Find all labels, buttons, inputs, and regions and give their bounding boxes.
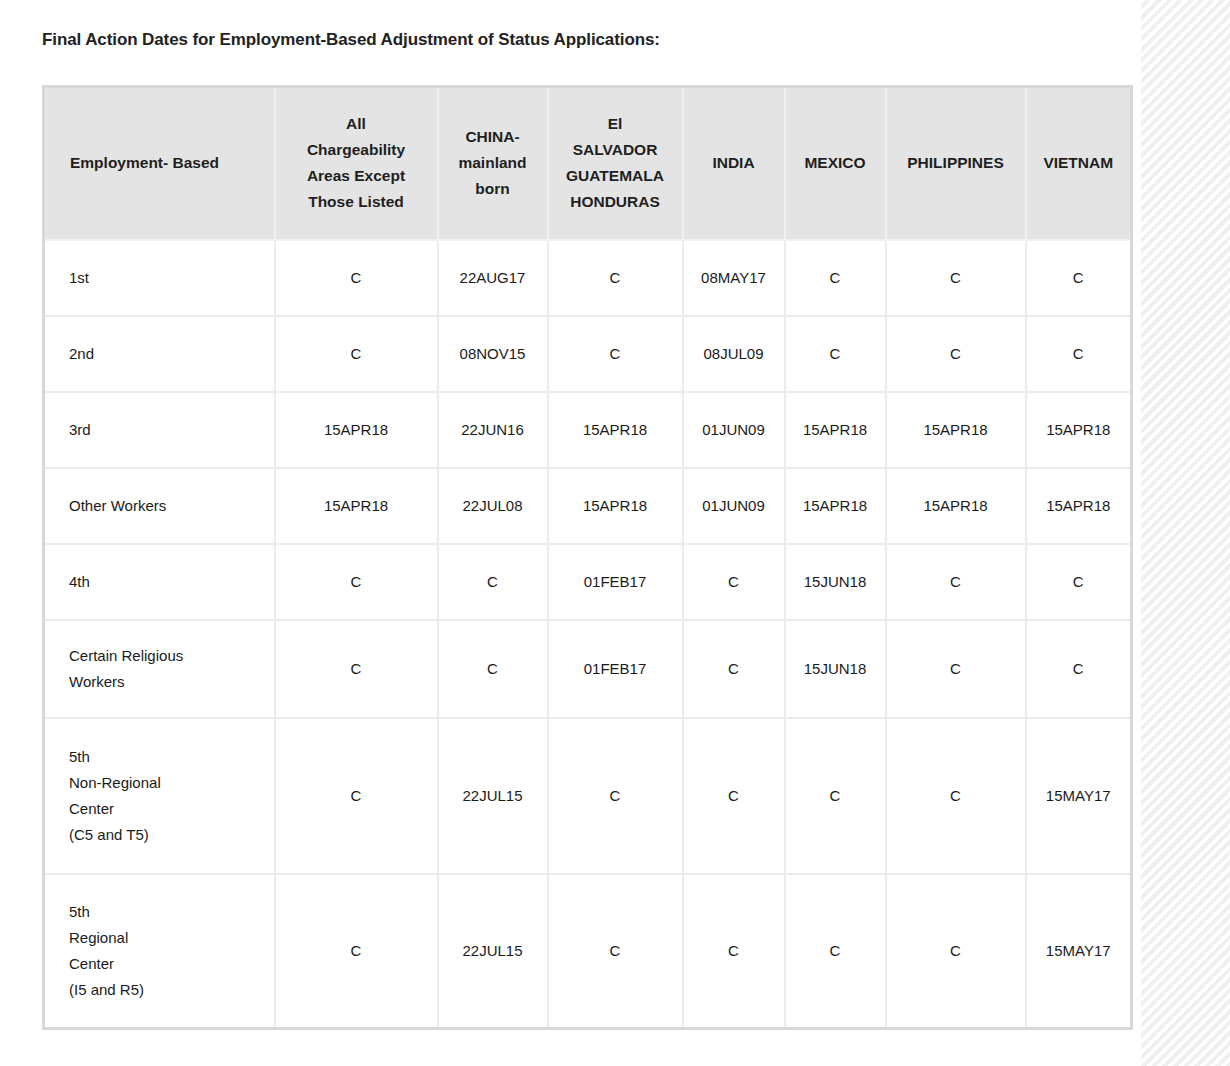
data-cell: C	[1026, 240, 1132, 316]
data-cell: C	[886, 718, 1026, 874]
data-cell: C	[275, 544, 438, 620]
data-cell: C	[548, 240, 683, 316]
data-cell: 15APR18	[785, 468, 886, 544]
data-cell: 08NOV15	[438, 316, 548, 392]
data-cell: C	[886, 316, 1026, 392]
data-cell: C	[683, 874, 785, 1029]
data-cell: 15APR18	[275, 392, 438, 468]
table-header-row: Employment- Based All Chargeability Area…	[44, 87, 1132, 240]
table-row-other-workers: Other Workers 15APR18 22JUL08 15APR18 01…	[44, 468, 1132, 544]
header-cell-china: CHINA- mainland born	[438, 87, 548, 240]
table-row-5th-regional-center: 5th Regional Center (I5 and R5) C 22JUL1…	[44, 874, 1132, 1029]
data-cell: 15APR18	[886, 468, 1026, 544]
data-cell: 15JUN18	[785, 620, 886, 718]
table-row-1st: 1st C 22AUG17 C 08MAY17 C C C	[44, 240, 1132, 316]
data-cell: C	[275, 718, 438, 874]
data-cell: C	[548, 874, 683, 1029]
category-cell: Other Workers	[44, 468, 275, 544]
data-cell: 01FEB17	[548, 544, 683, 620]
data-cell: C	[886, 544, 1026, 620]
data-cell: C	[785, 874, 886, 1029]
category-cell: 4th	[44, 544, 275, 620]
category-cell: 5th Non-Regional Center (C5 and T5)	[44, 718, 275, 874]
data-cell: C	[1026, 620, 1132, 718]
data-cell: 15APR18	[548, 392, 683, 468]
data-cell: 22JUL08	[438, 468, 548, 544]
data-cell: 15MAY17	[1026, 718, 1132, 874]
data-cell: C	[785, 316, 886, 392]
data-cell: C	[438, 620, 548, 718]
header-cell-india: INDIA	[683, 87, 785, 240]
data-cell: 15APR18	[886, 392, 1026, 468]
data-cell: 15APR18	[785, 392, 886, 468]
header-cell-el-salvador-guatemala-honduras: El SALVADOR GUATEMALA HONDURAS	[548, 87, 683, 240]
category-cell: Certain Religious Workers	[44, 620, 275, 718]
data-cell: 15APR18	[548, 468, 683, 544]
data-cell: 01JUN09	[683, 392, 785, 468]
data-cell: 22JUN16	[438, 392, 548, 468]
data-cell: 15JUN18	[785, 544, 886, 620]
table-row-4th: 4th C C 01FEB17 C 15JUN18 C C	[44, 544, 1132, 620]
data-cell: C	[683, 620, 785, 718]
page-content: Final Action Dates for Employment-Based …	[42, 0, 1130, 1030]
data-cell: 08JUL09	[683, 316, 785, 392]
header-cell-vietnam: VIETNAM	[1026, 87, 1132, 240]
data-cell: C	[785, 718, 886, 874]
data-cell: C	[548, 718, 683, 874]
data-cell: C	[886, 620, 1026, 718]
table-row-certain-religious-workers: Certain Religious Workers C C 01FEB17 C …	[44, 620, 1132, 718]
data-cell: C	[886, 240, 1026, 316]
table-row-3rd: 3rd 15APR18 22JUN16 15APR18 01JUN09 15AP…	[44, 392, 1132, 468]
table-row-2nd: 2nd C 08NOV15 C 08JUL09 C C C	[44, 316, 1132, 392]
data-cell: 15APR18	[1026, 392, 1132, 468]
data-cell: C	[275, 874, 438, 1029]
data-cell: C	[1026, 316, 1132, 392]
header-cell-philippines: PHILIPPINES	[886, 87, 1026, 240]
data-cell: C	[275, 240, 438, 316]
data-cell: C	[683, 544, 785, 620]
data-cell: 08MAY17	[683, 240, 785, 316]
data-cell: C	[438, 544, 548, 620]
data-cell: 22JUL15	[438, 718, 548, 874]
data-cell: C	[1026, 544, 1132, 620]
data-cell: 15MAY17	[1026, 874, 1132, 1029]
header-cell-all-chargeability: All Chargeability Areas Except Those Lis…	[275, 87, 438, 240]
diagonal-stripes-background	[1141, 0, 1230, 1066]
final-action-dates-table: Employment- Based All Chargeability Area…	[42, 85, 1133, 1030]
data-cell: 22JUL15	[438, 874, 548, 1029]
category-cell: 5th Regional Center (I5 and R5)	[44, 874, 275, 1029]
data-cell: 15APR18	[275, 468, 438, 544]
data-cell: C	[275, 620, 438, 718]
data-cell: C	[683, 718, 785, 874]
data-cell: 15APR18	[1026, 468, 1132, 544]
category-cell: 2nd	[44, 316, 275, 392]
page-title: Final Action Dates for Employment-Based …	[42, 30, 1130, 50]
data-cell: 01JUN09	[683, 468, 785, 544]
data-cell: C	[785, 240, 886, 316]
data-cell: C	[548, 316, 683, 392]
data-cell: 22AUG17	[438, 240, 548, 316]
data-cell: C	[886, 874, 1026, 1029]
table-row-5th-non-regional-center: 5th Non-Regional Center (C5 and T5) C 22…	[44, 718, 1132, 874]
header-cell-employment-based: Employment- Based	[44, 87, 275, 240]
data-cell: C	[275, 316, 438, 392]
header-cell-mexico: MEXICO	[785, 87, 886, 240]
category-cell: 3rd	[44, 392, 275, 468]
category-cell: 1st	[44, 240, 275, 316]
data-cell: 01FEB17	[548, 620, 683, 718]
